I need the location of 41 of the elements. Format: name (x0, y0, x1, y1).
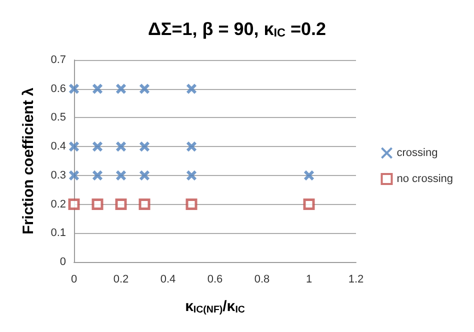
point (186, 198, 198, 210)
point (186, 141, 197, 152)
point (68, 198, 80, 210)
point (116, 141, 126, 152)
point (116, 83, 126, 94)
point (68, 170, 80, 181)
y-tick-label: 0.5 (50, 112, 66, 124)
point (68, 141, 80, 152)
y-axis-title: Friction coefficient λ (20, 87, 37, 234)
point (139, 83, 150, 94)
x-tick-label: 0.4 (160, 274, 176, 286)
point (138, 198, 150, 210)
point (92, 83, 103, 94)
y-tick-label: 0.2 (50, 198, 66, 210)
y-tick-label: 0.4 (50, 140, 66, 153)
legend-label: crossing (396, 147, 438, 159)
point (115, 198, 127, 210)
y-tick-label: 0 (60, 256, 66, 268)
point (139, 170, 150, 181)
legend-label: no crossing (396, 173, 454, 185)
x-tick-label: 0.8 (254, 274, 270, 286)
point (92, 170, 103, 181)
point (92, 198, 104, 210)
point (304, 170, 314, 181)
point (186, 170, 197, 181)
point (303, 198, 315, 210)
y-tick-label: 0.7 (50, 54, 66, 66)
y-tick-label: 0.3 (50, 169, 66, 182)
x-tick-label: 0.2 (113, 274, 129, 286)
point (116, 170, 126, 181)
x-tick-label: 0.6 (207, 274, 223, 286)
x-tick-label: 0 (70, 274, 78, 286)
point (186, 83, 197, 94)
point (68, 83, 80, 94)
x-axis-title: κIC(NF)/κIC (185, 298, 245, 316)
point (139, 141, 150, 152)
y-tick-label: 0.1 (50, 227, 66, 240)
x-tick-label: 1 (306, 274, 312, 286)
point (92, 141, 103, 152)
x-tick-label: 1.2 (348, 274, 364, 286)
y-tick-label: 0.6 (50, 82, 66, 95)
